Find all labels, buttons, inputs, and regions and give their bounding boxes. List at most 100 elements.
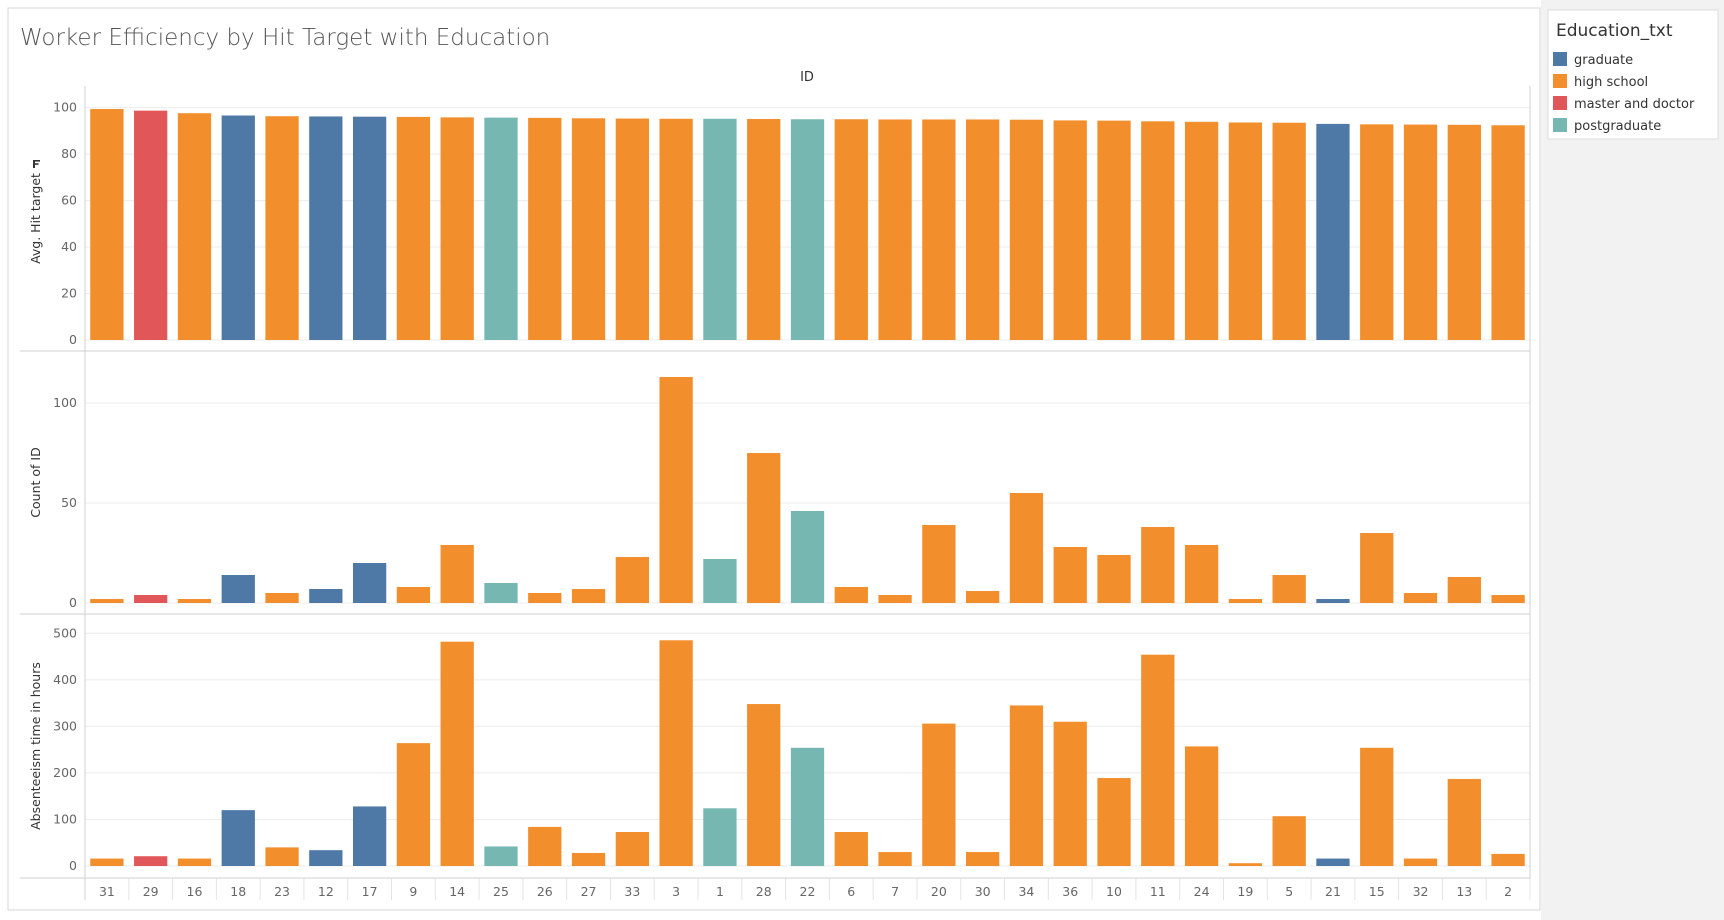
bar-id-2-panel-3 — [1491, 853, 1525, 866]
bar-id-22-panel-2 — [790, 511, 825, 603]
legend-label-graduate: graduate — [1574, 53, 1633, 68]
bar-id-31-panel-2 — [90, 599, 124, 603]
bar-id-15-panel-1 — [1360, 124, 1394, 340]
bar-id-31-panel-3 — [90, 858, 124, 866]
bar-id-20-panel-1 — [922, 119, 956, 340]
x-tick-label: 7 — [891, 884, 899, 899]
x-tick-label: 27 — [581, 884, 597, 899]
legend-label-high-school: high school — [1574, 75, 1648, 90]
x-tick-label: 6 — [847, 884, 855, 899]
bar-id-23-panel-3 — [265, 847, 299, 866]
bar-id-12-panel-3 — [309, 850, 343, 866]
bar-id-26-panel-1 — [528, 117, 562, 340]
y-tick-label: 40 — [61, 239, 77, 254]
bar-id-32-panel-1 — [1403, 124, 1438, 340]
bar-id-11-panel-2 — [1141, 527, 1175, 603]
legend-box — [1547, 9, 1719, 140]
bar-id-2-panel-2 — [1491, 595, 1525, 603]
bar-id-30-panel-1 — [966, 119, 1000, 340]
bar-id-11-panel-3 — [1141, 654, 1175, 866]
x-tick-label: 30 — [975, 884, 991, 899]
bar-id-29-panel-1 — [134, 110, 168, 340]
x-tick-label: 12 — [318, 884, 334, 899]
bar-id-31-panel-1 — [90, 109, 124, 340]
bar-id-11-panel-1 — [1141, 121, 1175, 340]
x-tick-label: 34 — [1018, 884, 1034, 899]
bar-id-6-panel-2 — [834, 587, 868, 603]
y-tick-label: 300 — [53, 718, 77, 733]
bar-id-15-panel-3 — [1360, 747, 1394, 866]
x-tick-label: 5 — [1285, 884, 1293, 899]
bar-id-3-panel-1 — [659, 118, 693, 340]
legend-title: Education_txt — [1556, 21, 1673, 41]
bar-id-25-panel-1 — [484, 117, 518, 341]
bar-id-3-panel-3 — [659, 640, 693, 866]
y-tick-label: 500 — [53, 625, 77, 640]
bar-id-6-panel-3 — [834, 832, 868, 866]
bar-id-28-panel-1 — [747, 119, 781, 341]
y-tick-label: 100 — [53, 811, 77, 826]
bar-id-9-panel-1 — [396, 116, 431, 341]
column-header-id: ID — [800, 70, 814, 85]
bar-id-26-panel-3 — [528, 826, 562, 866]
bar-id-7-panel-2 — [878, 595, 912, 603]
bar-id-13-panel-1 — [1447, 124, 1481, 340]
bar-id-5-panel-1 — [1272, 122, 1306, 340]
y-tick-label: 100 — [53, 395, 77, 410]
x-tick-label: 3 — [672, 884, 680, 899]
bar-id-14-panel-2 — [440, 545, 474, 603]
bar-id-13-panel-3 — [1447, 778, 1481, 866]
bar-id-34-panel-1 — [1009, 119, 1044, 341]
y-axis-label: Avg. Hit target — [28, 173, 43, 264]
x-tick-label: 10 — [1106, 884, 1122, 899]
y-axis-label: Absenteeism time in hours — [28, 662, 43, 830]
legend-label-postgraduate: postgraduate — [1574, 119, 1661, 134]
bars — [90, 109, 1525, 866]
x-tick-label: 15 — [1369, 884, 1385, 899]
x-tick-label: 19 — [1237, 884, 1253, 899]
x-tick-label: 22 — [800, 884, 816, 899]
bar-id-23-panel-2 — [265, 593, 299, 603]
bar-id-34-panel-3 — [1009, 705, 1044, 866]
bar-id-7-panel-1 — [878, 119, 912, 340]
y-tick-label: 60 — [61, 193, 77, 208]
bar-id-12-panel-2 — [309, 589, 343, 603]
bar-id-36-panel-2 — [1053, 547, 1087, 603]
bar-id-18-panel-2 — [221, 575, 255, 603]
y-tick-label: 400 — [53, 672, 77, 687]
bar-id-12-panel-1 — [309, 116, 343, 340]
bar-id-33-panel-3 — [615, 832, 649, 866]
x-tick-label: 20 — [931, 884, 947, 899]
y-tick-label: 20 — [61, 286, 77, 301]
x-tick-label: 28 — [756, 884, 772, 899]
x-tick-label: 13 — [1456, 884, 1472, 899]
x-tick-label: 33 — [624, 884, 640, 899]
x-tick-label: 17 — [362, 884, 378, 899]
bar-id-1-panel-2 — [703, 559, 737, 603]
bar-id-6-panel-1 — [834, 119, 868, 340]
bar-id-24-panel-3 — [1184, 746, 1219, 866]
bar-id-28-panel-2 — [747, 453, 781, 603]
y-tick-label: 0 — [69, 595, 77, 610]
bar-id-1-panel-3 — [703, 808, 737, 866]
legend-swatch-graduate — [1553, 52, 1567, 66]
bar-id-14-panel-3 — [440, 641, 474, 866]
bar-id-24-panel-1 — [1184, 121, 1219, 341]
bar-id-13-panel-2 — [1447, 577, 1481, 603]
bar-id-10-panel-2 — [1097, 555, 1131, 603]
bar-id-23-panel-1 — [265, 116, 299, 341]
x-tick-label: 9 — [409, 884, 417, 899]
bar-id-22-panel-1 — [790, 119, 825, 340]
bar-id-15-panel-2 — [1360, 533, 1394, 603]
x-tick-label: 16 — [187, 884, 203, 899]
bar-id-26-panel-2 — [528, 593, 562, 603]
bar-id-34-panel-2 — [1009, 493, 1044, 603]
bar-id-16-panel-3 — [177, 858, 212, 866]
x-tick-label: 24 — [1194, 884, 1210, 899]
bar-id-16-panel-1 — [177, 113, 212, 340]
x-tick-label: 14 — [449, 884, 465, 899]
bar-id-30-panel-2 — [966, 591, 1000, 603]
y-tick-label: 80 — [61, 146, 77, 161]
bar-id-27-panel-2 — [571, 589, 606, 603]
